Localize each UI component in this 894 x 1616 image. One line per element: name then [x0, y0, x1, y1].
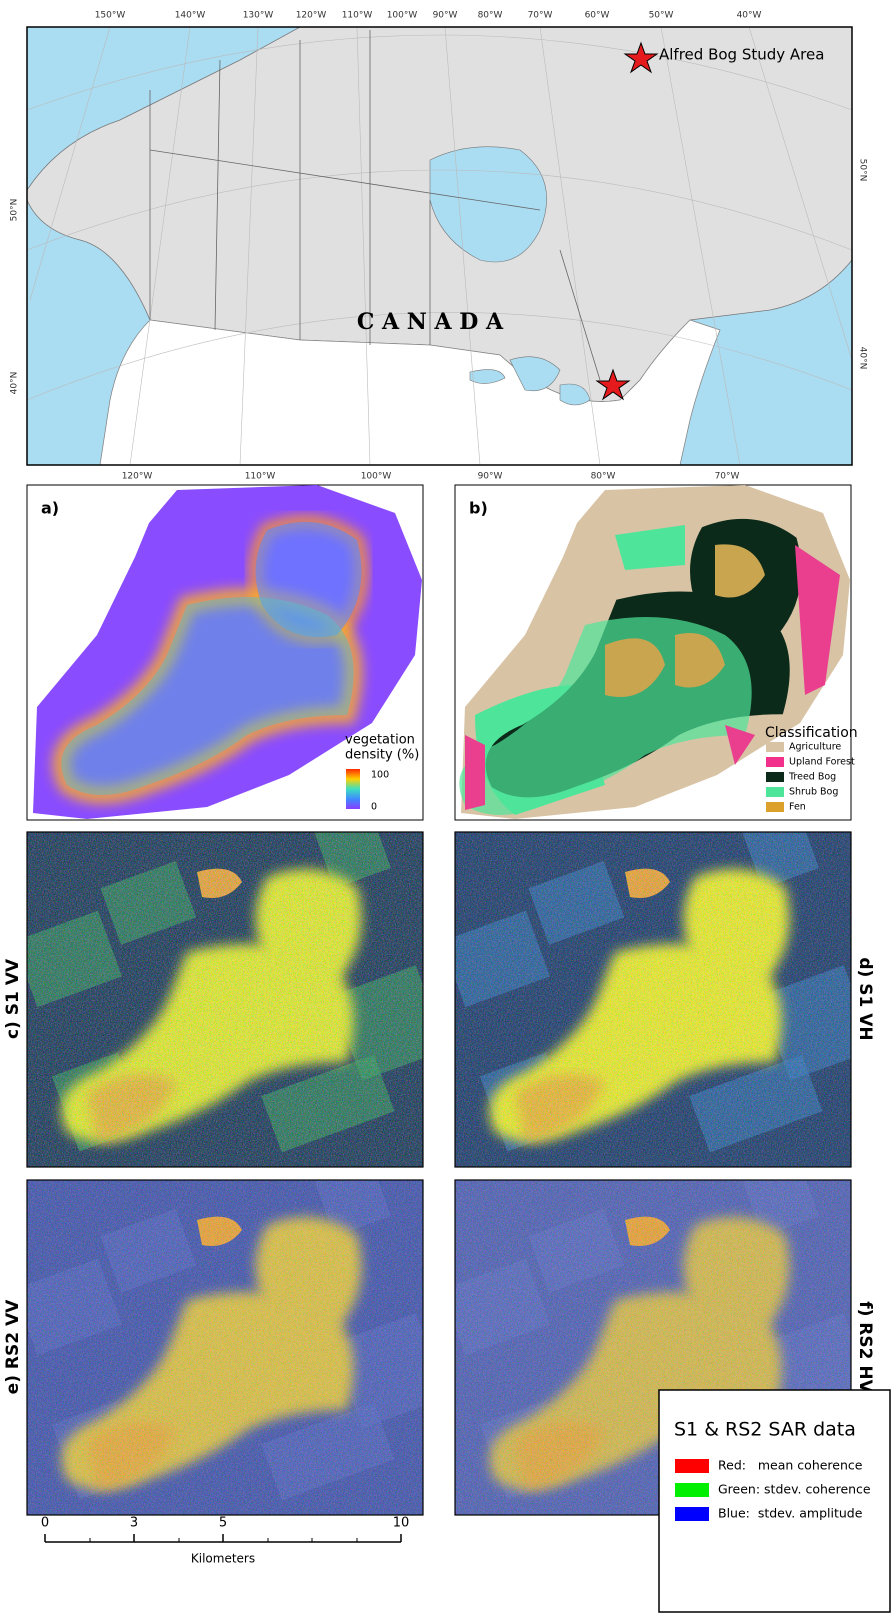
page: Alfred Bog Study Area html, body { margi… — [0, 0, 894, 1616]
panel-b: b) Classification Agriculture Upland Fore… — [455, 485, 858, 820]
panel-label: d) S1 VH — [855, 957, 875, 1040]
legend-label: Fen — [789, 802, 806, 813]
map-legend-label: Alfred Bog Study Area — [659, 46, 824, 64]
longitude-label: 100°W — [361, 472, 392, 482]
sar-image — [441, 793, 874, 1167]
legend-label: Agriculture — [789, 742, 841, 753]
legend-title: S1 & RS2 SAR data — [674, 1419, 856, 1441]
longitude-label: 60°W — [585, 11, 610, 21]
longitude-label: 80°W — [478, 11, 503, 21]
longitude-label: 120°W — [296, 11, 327, 21]
legend-label: Green: stdev. coherence — [718, 1482, 871, 1497]
panel-label: e) RS2 VV — [3, 1299, 23, 1394]
speckle — [27, 1180, 423, 1515]
legend-tick: 0 — [371, 802, 377, 813]
scale-bar: 0 3 5 10 Kilometers — [41, 1516, 409, 1566]
speckle — [455, 832, 851, 1167]
panel-a: a) vegetation density (%) 100 0 — [27, 485, 423, 820]
scale-ticks: 0 3 5 10 — [41, 1516, 409, 1543]
longitude-label: 80°W — [591, 472, 616, 482]
panel-d: d) S1 VH — [441, 793, 875, 1167]
latitude-label: 40°N — [858, 347, 868, 370]
sar-legend: S1 & RS2 SAR data Red: mean coherence Gre… — [659, 1390, 890, 1612]
scale-label: 10 — [393, 1516, 410, 1531]
panel-label: f) RS2 HV — [855, 1301, 875, 1393]
color-ramp — [346, 769, 360, 809]
longitude-label: 90°W — [433, 11, 458, 21]
latitude-label: 50°N — [10, 199, 20, 222]
legend-swatch — [675, 1459, 709, 1473]
legend-swatch — [766, 772, 784, 782]
scale-unit: Kilometers — [191, 1552, 255, 1566]
legend-title: density (%) — [345, 748, 419, 763]
overview-map: C A N A D A Alfred Bog Study Area 150°W 1… — [10, 11, 868, 482]
longitude-label: 70°W — [715, 472, 740, 482]
legend-swatch — [766, 757, 784, 767]
legend-title: vegetation — [345, 733, 415, 748]
figure: C A N A D A Alfred Bog Study Area 150°W 1… — [0, 0, 894, 1616]
legend-swatch — [766, 742, 784, 752]
speckle — [27, 832, 423, 1167]
panel-c: c) S1 VV — [3, 793, 447, 1167]
latitude-label: 50°N — [858, 159, 868, 182]
longitude-label: 70°W — [528, 11, 553, 21]
scale-label: 0 — [41, 1516, 49, 1531]
longitude-label: 150°W — [95, 11, 126, 21]
longitude-label: 130°W — [243, 11, 274, 21]
panel-e: e) RS2 VV — [3, 1141, 447, 1515]
legend-label: Blue: stdev. amplitude — [718, 1506, 863, 1521]
panel-label: b) — [469, 499, 488, 518]
legend-items: Red: mean coherence Green: stdev. coheren… — [675, 1458, 871, 1522]
legend-swatch — [675, 1507, 709, 1521]
legend-label: Red: mean coherence — [718, 1458, 863, 1473]
sar-image — [13, 1141, 446, 1515]
longitude-label: 110°W — [245, 472, 276, 482]
panel-label: c) S1 VV — [3, 958, 23, 1039]
panel-label: a) — [41, 499, 59, 518]
longitude-label: 120°W — [122, 472, 153, 482]
longitude-label: 140°W — [175, 11, 206, 21]
longitude-label: 40°W — [737, 11, 762, 21]
legend-label: Treed Bog — [788, 772, 836, 783]
scale-label: 5 — [219, 1516, 227, 1531]
body: { "map": { "top_longitudes": ["150°W", "… — [0, 0, 894, 1616]
legend-label: Upland Forest — [789, 757, 855, 768]
legend-swatch — [675, 1483, 709, 1497]
longitude-label: 100°W — [387, 11, 418, 21]
sar-image — [13, 793, 446, 1167]
longitude-label: 90°W — [478, 472, 503, 482]
latitude-label: 40°N — [10, 372, 20, 395]
country-label: C A N A D A — [357, 309, 504, 335]
legend-label: Shrub Bog — [789, 787, 838, 798]
scale-label: 3 — [130, 1516, 138, 1531]
legend-swatch — [766, 802, 784, 812]
longitude-label: 110°W — [342, 11, 373, 21]
legend-title: Classification — [765, 725, 858, 741]
longitude-label: 50°W — [649, 11, 674, 21]
legend-swatch — [766, 787, 784, 797]
legend-tick: 100 — [371, 770, 389, 781]
